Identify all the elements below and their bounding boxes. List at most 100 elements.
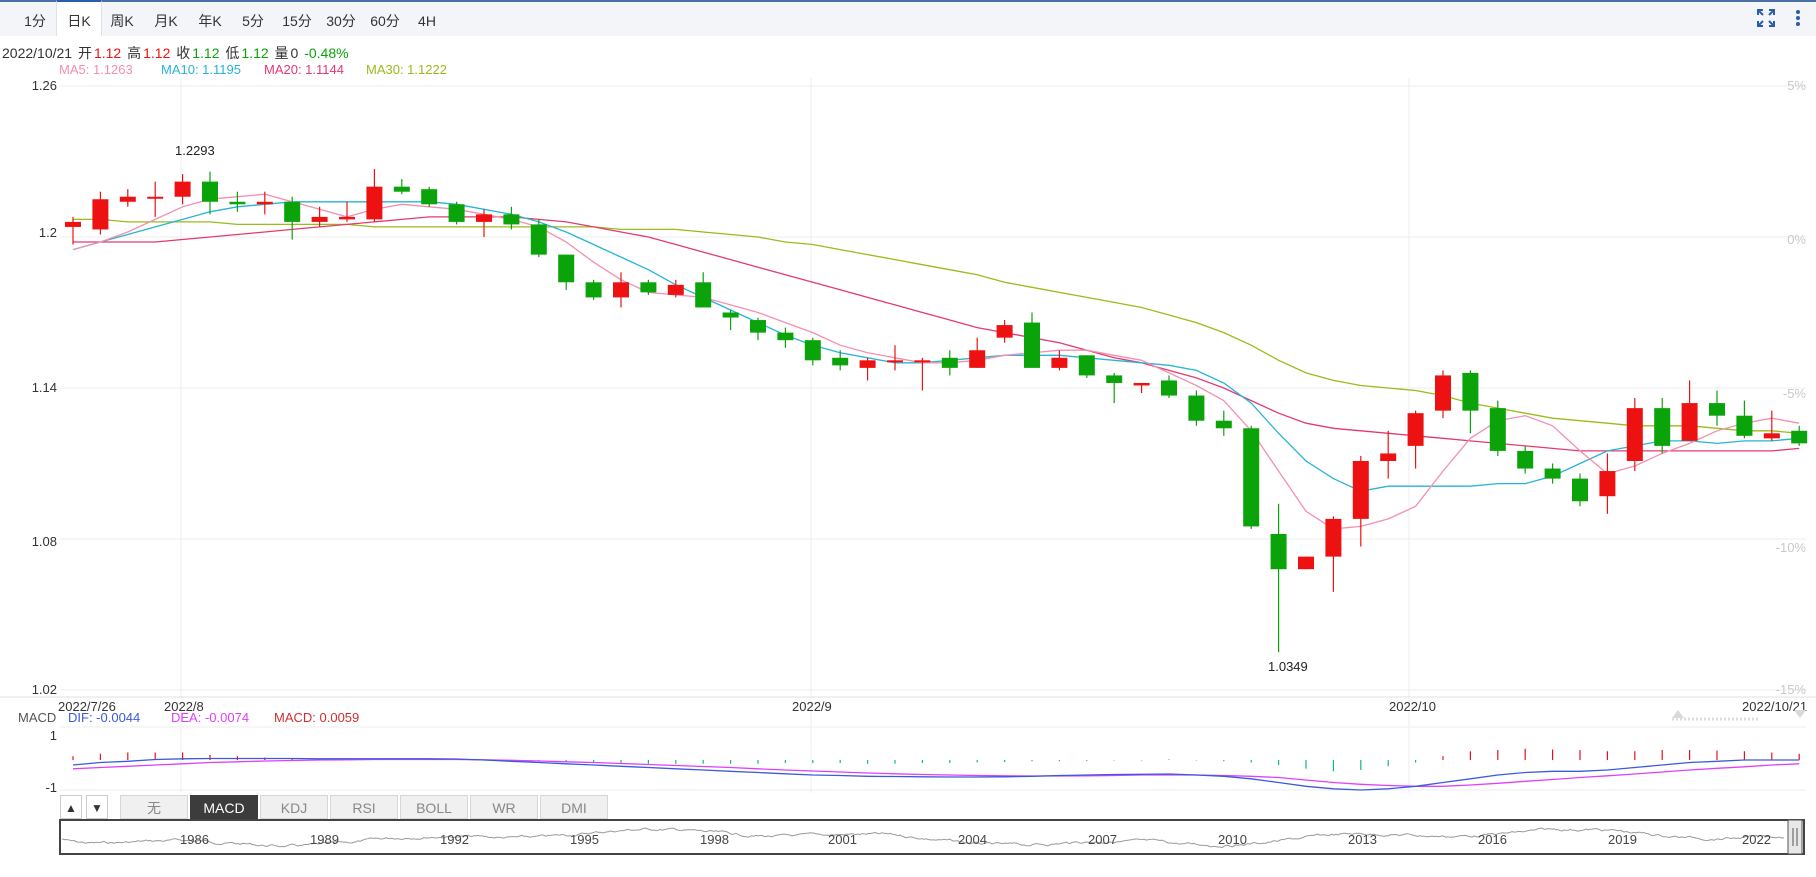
ma5-line bbox=[72, 193, 1800, 530]
x-tick-label: 2022/7/26 bbox=[58, 699, 116, 714]
x-tick-label: 2022/10 bbox=[1389, 699, 1436, 714]
more-menu-icon[interactable] bbox=[1786, 8, 1810, 32]
candle-body bbox=[1051, 357, 1068, 368]
dea-line bbox=[72, 758, 1800, 787]
candle-body bbox=[229, 201, 246, 205]
x-tick-label: 2022/8 bbox=[164, 699, 204, 714]
navigator-year: 2010 bbox=[1218, 832, 1247, 847]
tab-daily[interactable]: 日K bbox=[56, 0, 102, 36]
candle-body bbox=[722, 312, 739, 318]
indicator-tab-dmi[interactable]: DMI bbox=[540, 795, 608, 819]
indicator-tab-macd[interactable]: MACD bbox=[190, 795, 258, 819]
y-tick-label: 1.26 bbox=[32, 78, 57, 93]
candle-body bbox=[1462, 372, 1479, 411]
indicator-tab-boll[interactable]: BOLL bbox=[400, 795, 468, 819]
macd-value-label: MACD: 0.0059 bbox=[274, 710, 359, 725]
candle-body bbox=[311, 216, 328, 222]
candle-body bbox=[887, 360, 903, 363]
indicator-tab-none[interactable]: 无 bbox=[120, 795, 188, 819]
navigator-year: 2004 bbox=[958, 832, 987, 847]
candle-body bbox=[804, 340, 821, 361]
dea-label: DEA: -0.0074 bbox=[171, 710, 249, 725]
candle-body bbox=[366, 186, 383, 220]
indicator-up-button[interactable]: ▲ bbox=[60, 795, 82, 819]
fullscreen-icon[interactable] bbox=[1754, 8, 1778, 32]
min-price-label: 1.0349 bbox=[1268, 659, 1308, 674]
x-tick-label: 2022/9 bbox=[792, 699, 832, 714]
candle-body bbox=[1517, 450, 1534, 469]
candle-body bbox=[1791, 430, 1808, 444]
info-open-label: 开 bbox=[77, 45, 92, 61]
navigator-year: 2007 bbox=[1088, 832, 1117, 847]
pct-tick-label: -5% bbox=[1783, 386, 1807, 401]
candle-body bbox=[859, 360, 876, 368]
candle-body bbox=[256, 201, 273, 205]
candle-body bbox=[1078, 355, 1095, 376]
info-low-label: 低 bbox=[225, 45, 240, 61]
info-vol-label: 量 bbox=[274, 45, 289, 61]
tab-yearly[interactable]: 年K bbox=[198, 13, 222, 29]
indicator-tab-kdj[interactable]: KDJ bbox=[260, 795, 328, 819]
indicator-down-button[interactable]: ▼ bbox=[86, 795, 108, 819]
candle-body bbox=[695, 282, 712, 308]
candle-body bbox=[1489, 408, 1506, 451]
candle-body bbox=[1599, 471, 1616, 497]
candle-body bbox=[92, 199, 109, 230]
y-tick-label: 1.08 bbox=[32, 534, 57, 549]
y-tick-label: 1.2 bbox=[39, 225, 57, 240]
ma30-line bbox=[73, 218, 1800, 434]
max-price-label: 1.2293 bbox=[175, 143, 215, 158]
tab-4h[interactable]: 4H bbox=[418, 13, 436, 29]
candle-body bbox=[1270, 533, 1287, 570]
candle-body bbox=[202, 181, 218, 202]
macd-tick-label: 1 bbox=[50, 728, 57, 743]
navigator-year: 2022 bbox=[1742, 832, 1771, 847]
candle-body bbox=[530, 224, 547, 255]
period-tab-bar: 1分 日K 周K 月K 年K 5分 15分 30分 60分 4H bbox=[0, 0, 1816, 36]
tab-1min[interactable]: 1分 bbox=[24, 13, 46, 29]
tab-weekly[interactable]: 周K bbox=[110, 13, 134, 29]
candle-body bbox=[1544, 468, 1561, 479]
tab-30min[interactable]: 30分 bbox=[326, 13, 356, 29]
candle-body bbox=[996, 325, 1013, 338]
info-change: -0.48% bbox=[304, 45, 349, 61]
info-high-label: 高 bbox=[127, 45, 142, 61]
candle-body bbox=[476, 214, 492, 222]
info-close-label: 收 bbox=[176, 45, 191, 61]
info-close: 1.12 bbox=[192, 45, 220, 61]
dif-label: DIF: -0.0044 bbox=[68, 710, 140, 725]
candle-body bbox=[174, 181, 191, 197]
tab-5min[interactable]: 5分 bbox=[242, 13, 264, 29]
ma20-line bbox=[73, 216, 1800, 452]
info-vol: 0 bbox=[290, 45, 299, 61]
navigator-year: 1986 bbox=[180, 832, 209, 847]
candle-body bbox=[1133, 382, 1150, 386]
candle-body bbox=[1435, 375, 1451, 411]
y-tick-label: 1.14 bbox=[32, 380, 57, 395]
indicator-tab-wr[interactable]: WR bbox=[470, 795, 538, 819]
time-navigator[interactable]: 1986 1989 1992 1995 1998 2001 2004 2007 … bbox=[0, 818, 1816, 858]
candle-body bbox=[1243, 428, 1260, 527]
candle-body bbox=[1572, 478, 1588, 502]
candle-body bbox=[1024, 322, 1040, 368]
candle-body bbox=[585, 282, 602, 298]
tab-monthly[interactable]: 月K bbox=[154, 13, 178, 29]
candle-body bbox=[1215, 420, 1232, 429]
candle-body bbox=[667, 284, 684, 295]
candle-body bbox=[448, 204, 465, 222]
candle-body bbox=[750, 320, 766, 333]
candle-body bbox=[1681, 403, 1698, 441]
pct-tick-label: 0% bbox=[1787, 232, 1806, 247]
indicator-tab-rsi[interactable]: RSI bbox=[330, 795, 398, 819]
candle-body bbox=[1352, 460, 1369, 519]
tab-15min[interactable]: 15分 bbox=[282, 13, 312, 29]
ma5-label: MA5: 1.1263 bbox=[59, 62, 133, 77]
navigator-handle[interactable] bbox=[1787, 819, 1803, 855]
tab-60min[interactable]: 60分 bbox=[370, 13, 400, 29]
candle-body bbox=[393, 186, 410, 192]
navigator-year: 2013 bbox=[1348, 832, 1377, 847]
candle-body bbox=[1188, 395, 1205, 421]
candle-body bbox=[777, 332, 794, 341]
scroll-arrows[interactable] bbox=[1672, 710, 1806, 721]
